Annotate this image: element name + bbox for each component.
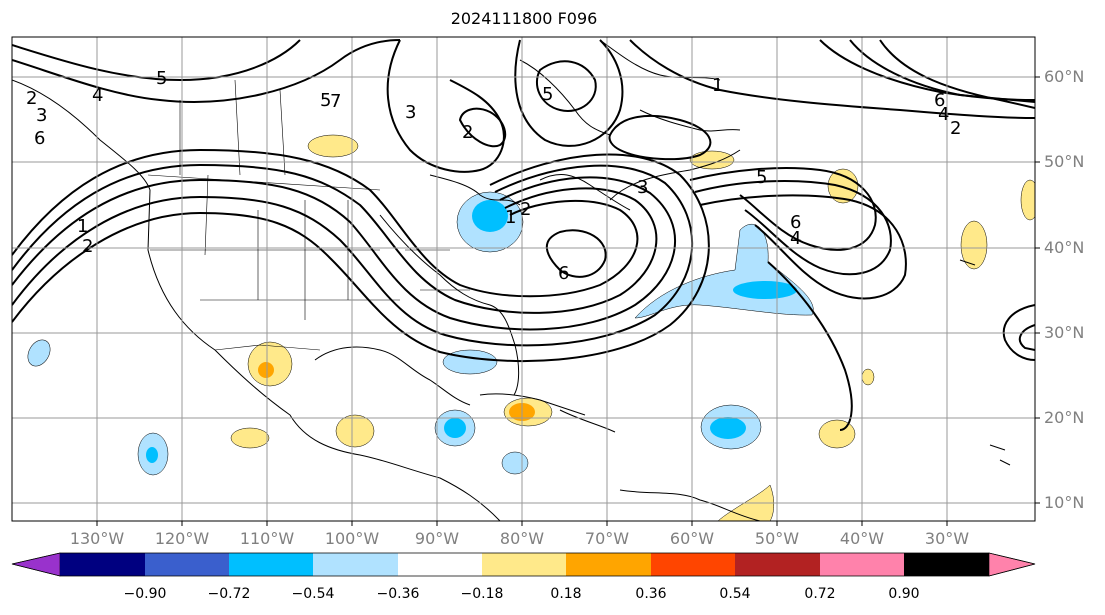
contour-label: 2 xyxy=(950,118,961,139)
contour-label: 6 xyxy=(790,212,801,233)
colorbar-segment xyxy=(313,553,398,576)
lon-label: 30°W xyxy=(924,529,970,548)
lon-label: 90°W xyxy=(414,529,460,548)
colorbar-segment xyxy=(229,553,313,576)
lon-label: 110°W xyxy=(239,529,295,548)
fill-neg-patch xyxy=(27,339,51,367)
lon-label: 60°W xyxy=(669,529,715,548)
contour-label: 6 xyxy=(934,90,945,111)
contour-label: 3 xyxy=(36,105,47,126)
colorbar-extend-high xyxy=(988,552,1036,577)
fill-neg-core xyxy=(444,418,466,438)
contour-label: 5 xyxy=(156,68,167,89)
colorbar-segment xyxy=(566,553,651,576)
lon-label: 50°W xyxy=(754,529,800,548)
colorbar-outline xyxy=(11,552,1036,577)
lat-label: 30°N xyxy=(1044,323,1085,342)
contour-label: 1 xyxy=(712,75,723,96)
map-frame xyxy=(11,36,1036,522)
lon-label: 70°W xyxy=(584,529,630,548)
contour-label: 2 xyxy=(82,236,93,257)
anomaly-fills xyxy=(27,134,1035,521)
colorbar-segment xyxy=(651,553,735,576)
fill-neg-patch xyxy=(501,451,529,475)
contour-label: 1 xyxy=(505,207,516,228)
colorbar-tick-label: −0.54 xyxy=(291,586,335,602)
lat-label: 60°N xyxy=(1044,67,1085,86)
contour-label: 3 xyxy=(405,102,416,123)
lon-label: 80°W xyxy=(499,529,545,548)
axis-ticks xyxy=(96,76,1040,526)
colorbar-tick-label: −0.72 xyxy=(207,586,251,602)
fill-pos-patch xyxy=(689,150,735,170)
colorbar-segment xyxy=(735,553,820,576)
contour-label: 4 xyxy=(938,104,949,125)
fill-pos-patch xyxy=(960,220,988,270)
fill-pos-patch xyxy=(307,134,359,158)
contour-label: 5 xyxy=(756,167,767,188)
colorbar-tick-label: 0.36 xyxy=(635,586,667,602)
contour-label: 3 xyxy=(637,177,648,198)
colorbar-tick-label: 0.72 xyxy=(804,586,836,602)
lon-label: 40°W xyxy=(839,529,885,548)
fill-neg-core xyxy=(146,447,158,463)
lat-label: 40°N xyxy=(1044,238,1085,257)
fill-pos-patch xyxy=(335,414,375,448)
lon-label: 120°W xyxy=(154,529,210,548)
lat-label: 50°N xyxy=(1044,152,1085,171)
colorbar-segment xyxy=(398,553,482,576)
colorbar-tick-label: 0.18 xyxy=(550,586,582,602)
graticule xyxy=(12,37,1035,521)
contour-label: 6 xyxy=(34,128,45,149)
contour-label: 2 xyxy=(462,122,473,143)
colorbar-tick-label: −0.90 xyxy=(123,586,167,602)
lat-label: 20°N xyxy=(1044,408,1085,427)
lon-label: 100°W xyxy=(324,529,380,548)
colorbar-tick-label: 0.54 xyxy=(719,586,751,602)
colorbar-segment xyxy=(482,553,566,576)
contour-label-group: 5 4 2 3 6 1 2 5 7 3 2 5 1 6 4 2 5 3 6 4 … xyxy=(26,68,961,284)
fill-neg-patch xyxy=(472,200,508,232)
colorbar-segment xyxy=(820,553,904,576)
colorbar xyxy=(11,552,1036,577)
contour-label: 5 xyxy=(542,84,553,105)
colorbar-tick-label: −0.18 xyxy=(460,586,504,602)
colorbar-segment xyxy=(904,553,989,576)
fill-pos-patch xyxy=(230,427,270,449)
contour-lines xyxy=(12,39,1035,431)
fill-pos-patch xyxy=(818,419,856,449)
fill-neg-core xyxy=(733,281,797,299)
contour-label: 4 xyxy=(790,228,801,249)
lon-label: 130°W xyxy=(69,529,125,548)
contour-label: 2 xyxy=(520,199,531,220)
fill-pos-core xyxy=(258,362,274,378)
colorbar-segment xyxy=(60,553,145,576)
contour-label: 5 xyxy=(320,90,331,111)
fill-neg-core xyxy=(710,417,746,439)
fill-pos-patch xyxy=(1020,179,1035,221)
contour-label: 1 xyxy=(77,216,88,237)
lat-label: 10°N xyxy=(1044,493,1085,512)
map-title: 2024111800 F096 xyxy=(450,9,598,28)
fill-pos-patch xyxy=(861,368,875,386)
coastlines xyxy=(12,39,1011,521)
fill-pos-patch xyxy=(827,168,859,204)
contour-label: 7 xyxy=(330,91,341,112)
colorbar-extend-low xyxy=(11,552,61,577)
colorbar-tick-label: −0.36 xyxy=(376,586,420,602)
political-borders xyxy=(147,79,470,351)
contour-label: 6 xyxy=(558,263,569,284)
contour-label: 2 xyxy=(26,88,37,109)
colorbar-tick-label: 0.90 xyxy=(888,586,920,602)
colorbar-segment xyxy=(145,553,229,576)
map-plot: 5 4 2 3 6 1 2 5 7 3 2 5 1 6 4 2 5 3 6 4 … xyxy=(11,36,1040,526)
fill-neg-patch xyxy=(634,224,814,319)
contour-label: 4 xyxy=(92,85,103,106)
